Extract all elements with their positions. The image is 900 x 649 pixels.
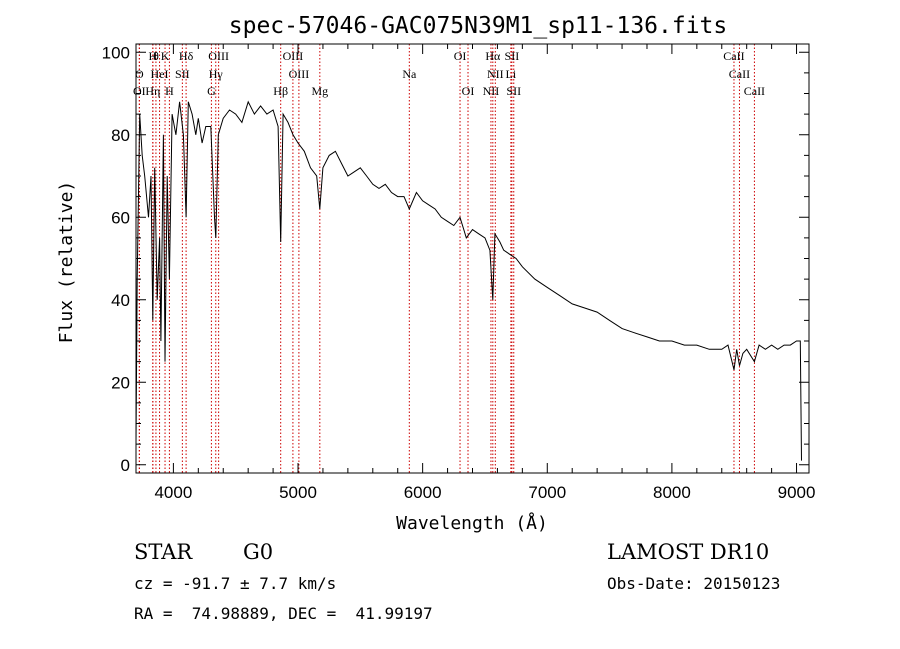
line-label: Hδ (179, 49, 194, 63)
y-tick-label: 20 (111, 373, 130, 392)
line-label: θ (153, 49, 159, 63)
line-label: Hβ (273, 84, 288, 98)
x-axis-label: Wavelength (Å) (396, 512, 548, 534)
line-label: Hη (145, 84, 160, 98)
line-label: OIII (289, 67, 310, 81)
y-tick-label: 40 (111, 291, 130, 310)
coordinates: RA = 74.98889, DEC = 41.99197 (134, 604, 433, 623)
line-markers (138, 44, 755, 473)
plot-frame (135, 43, 810, 474)
redshift-text: cz = -91.7 ± 7.7 km/s (134, 574, 337, 593)
line-label: OI (133, 84, 146, 98)
line-label: NII (483, 84, 500, 98)
line-label: OI (454, 49, 467, 63)
line-label: H (165, 84, 174, 98)
y-tick-label: 80 (111, 126, 130, 145)
x-tick-label: 7000 (528, 483, 566, 502)
y-tick-label: 0 (121, 456, 130, 475)
line-label: Na (402, 67, 417, 81)
line-label: SII (506, 84, 521, 98)
y-tick-label: 100 (102, 43, 130, 62)
line-labels: Hθ K Hδ OIII OIII OI Hα SII CaII O HeI SII Hγ OIII Na N… (133, 49, 765, 98)
x-tick-label: 6000 (404, 483, 442, 502)
y-tick-label: 60 (111, 208, 130, 227)
obs-date: Obs-Date: 20150123 (607, 574, 781, 593)
line-label: OI (462, 84, 475, 98)
line-label: OIII (208, 49, 229, 63)
line-label: Hα (485, 49, 501, 63)
chart-title: spec-57046-GAC075N39M1_sp11-136.fits (229, 13, 728, 39)
line-label: O (135, 67, 144, 81)
line-label: G (207, 84, 216, 98)
line-label: SII (175, 67, 190, 81)
line-label: Hγ (209, 67, 224, 81)
line-label: SII (505, 49, 520, 63)
line-label: Li (506, 67, 517, 81)
survey-label: LAMOST DR10 (607, 540, 770, 564)
line-label: OIII (283, 49, 304, 63)
x-axis: 4000 5000 6000 7000 8000 9000 (154, 44, 815, 502)
spectrum-series (135, 100, 802, 461)
y-axis-label: Flux (relative) (56, 181, 77, 344)
object-class: STAR (134, 540, 193, 564)
x-tick-label: 8000 (653, 483, 691, 502)
line-label: HeI (151, 67, 169, 81)
x-tick-label: 9000 (778, 483, 816, 502)
y-axis: 0 20 40 60 80 100 (102, 43, 809, 475)
line-label: CaII (744, 84, 765, 98)
x-tick-label: 5000 (279, 483, 317, 502)
line-label: K (161, 49, 170, 63)
line-label: NII (487, 67, 504, 81)
x-tick-label: 4000 (154, 483, 192, 502)
line-label: H (148, 49, 157, 63)
line-label: CaII (729, 67, 750, 81)
object-subclass: G0 (243, 540, 274, 564)
spectrum-line (135, 100, 802, 461)
line-label: Mg (311, 84, 328, 98)
line-label: CaII (723, 49, 744, 63)
